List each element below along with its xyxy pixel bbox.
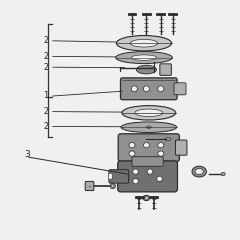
Ellipse shape bbox=[158, 151, 164, 156]
Ellipse shape bbox=[192, 166, 206, 177]
Ellipse shape bbox=[131, 55, 157, 60]
Ellipse shape bbox=[129, 151, 135, 156]
Text: 1: 1 bbox=[43, 91, 48, 101]
Ellipse shape bbox=[135, 109, 163, 117]
FancyBboxPatch shape bbox=[109, 170, 129, 183]
Ellipse shape bbox=[144, 143, 149, 148]
FancyBboxPatch shape bbox=[160, 64, 171, 75]
FancyBboxPatch shape bbox=[120, 78, 177, 100]
FancyBboxPatch shape bbox=[118, 134, 179, 161]
Ellipse shape bbox=[146, 126, 151, 128]
Ellipse shape bbox=[122, 106, 176, 120]
Text: 2: 2 bbox=[43, 122, 48, 131]
Ellipse shape bbox=[143, 195, 150, 201]
FancyBboxPatch shape bbox=[85, 181, 94, 191]
Text: 2: 2 bbox=[43, 107, 48, 116]
Ellipse shape bbox=[147, 169, 153, 174]
Ellipse shape bbox=[133, 169, 138, 174]
FancyBboxPatch shape bbox=[118, 161, 177, 192]
Text: 2: 2 bbox=[43, 52, 48, 61]
FancyBboxPatch shape bbox=[175, 140, 187, 155]
Ellipse shape bbox=[133, 179, 138, 184]
Ellipse shape bbox=[121, 122, 177, 132]
Text: 3: 3 bbox=[24, 150, 30, 159]
Ellipse shape bbox=[165, 138, 171, 141]
Ellipse shape bbox=[110, 183, 115, 189]
Ellipse shape bbox=[145, 197, 148, 199]
Text: 2: 2 bbox=[43, 63, 48, 72]
Ellipse shape bbox=[195, 168, 203, 175]
Ellipse shape bbox=[116, 52, 172, 64]
Ellipse shape bbox=[116, 36, 172, 51]
Ellipse shape bbox=[129, 143, 135, 148]
Ellipse shape bbox=[112, 185, 114, 187]
Text: 2: 2 bbox=[43, 36, 48, 45]
FancyBboxPatch shape bbox=[174, 83, 186, 95]
Ellipse shape bbox=[157, 176, 162, 181]
FancyBboxPatch shape bbox=[132, 157, 163, 166]
Ellipse shape bbox=[221, 172, 225, 176]
Ellipse shape bbox=[158, 143, 164, 148]
Ellipse shape bbox=[136, 65, 156, 74]
Ellipse shape bbox=[158, 86, 164, 92]
Ellipse shape bbox=[132, 86, 137, 92]
Ellipse shape bbox=[108, 173, 113, 180]
Ellipse shape bbox=[144, 86, 149, 92]
Ellipse shape bbox=[130, 39, 158, 47]
